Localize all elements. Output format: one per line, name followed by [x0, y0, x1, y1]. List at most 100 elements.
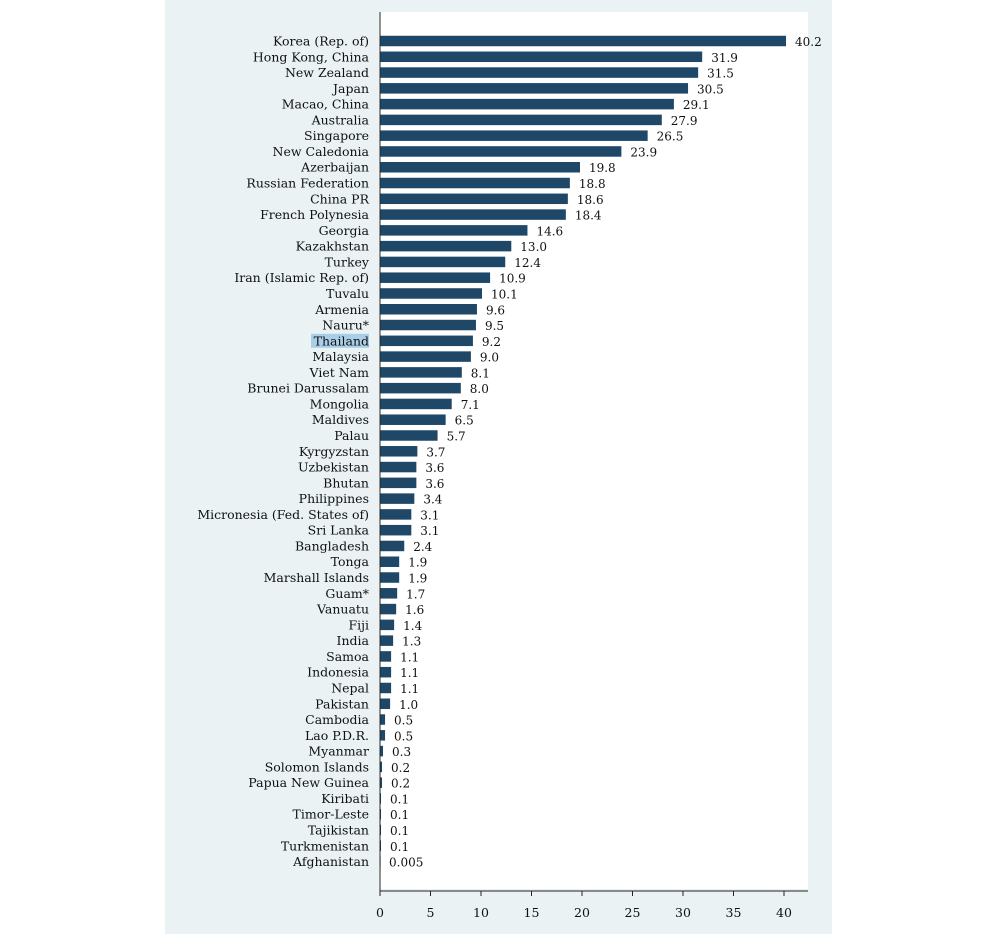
value-label-new-zealand: 31.5 — [707, 67, 734, 81]
bar-azerbaijan — [380, 161, 580, 173]
category-label-bangladesh: Bangladesh — [295, 538, 369, 553]
category-label-japan: Japan — [331, 81, 369, 96]
bar-russian-federation — [380, 177, 570, 189]
category-label-turkmenistan: Turkmenistan — [281, 838, 369, 853]
category-label-brunei-darussalam: Brunei Darussalam — [247, 381, 369, 396]
x-tick-label-15: 15 — [524, 905, 540, 920]
bar-guam — [380, 588, 398, 599]
category-label-armenia: Armenia — [314, 302, 369, 317]
category-label-maldives: Maldives — [312, 412, 369, 427]
value-label-russian-federation: 18.8 — [579, 177, 606, 191]
category-label-tuvalu: Tuvalu — [326, 286, 369, 301]
value-label-malaysia: 9.0 — [480, 351, 499, 365]
bar-solomon-islands — [380, 761, 383, 773]
value-label-hong-kong-china: 31.9 — [711, 51, 738, 65]
value-label-georgia: 14.6 — [536, 224, 563, 238]
value-label-kiribati: 0.1 — [390, 792, 409, 806]
category-label-hong-kong-china: Hong Kong, China — [253, 49, 370, 64]
bar-pakistan — [380, 698, 391, 710]
bar-australia — [380, 114, 662, 126]
value-label-nepal: 1.1 — [400, 682, 419, 696]
category-label-guam: Guam* — [325, 586, 369, 601]
category-label-new-caledonia: New Caledonia — [273, 144, 370, 159]
category-label-afghanistan: Afghanistan — [292, 854, 369, 869]
value-label-bangladesh: 2.4 — [413, 540, 432, 554]
x-tick-label-40: 40 — [776, 905, 792, 920]
value-label-turkey: 12.4 — [514, 256, 541, 270]
bar-bangladesh — [380, 540, 405, 552]
bar-georgia — [380, 225, 528, 236]
bar-turkmenistan — [380, 840, 382, 852]
value-label-marshall-islands: 1.9 — [408, 572, 427, 586]
bar-lao-p-d-r — [380, 730, 386, 741]
value-label-bhutan: 3.6 — [425, 477, 444, 491]
category-label-nepal: Nepal — [331, 680, 369, 695]
value-label-lao-p-d-r: 0.5 — [394, 729, 413, 743]
bar-hong-kong-china — [380, 51, 703, 63]
value-label-afghanistan: 0.005 — [389, 856, 423, 870]
bar-fiji — [380, 619, 395, 631]
value-label-australia: 27.9 — [671, 114, 698, 128]
category-label-timor-leste: Timor-Leste — [293, 807, 369, 822]
category-label-indonesia: Indonesia — [307, 665, 369, 680]
value-label-fiji: 1.4 — [403, 619, 422, 633]
category-label-nauru: Nauru* — [322, 318, 369, 333]
bar-french-polynesia — [380, 209, 566, 220]
category-label-australia: Australia — [311, 112, 370, 127]
category-label-fiji: Fiji — [348, 617, 369, 632]
bar-japan — [380, 83, 689, 94]
bar-brunei-darussalam — [380, 382, 461, 394]
bars-layer — [380, 35, 787, 867]
category-label-solomon-islands: Solomon Islands — [265, 759, 369, 774]
value-label-maldives: 6.5 — [455, 414, 474, 428]
value-label-macao-china: 29.1 — [683, 98, 710, 112]
category-label-kiribati: Kiribati — [321, 791, 369, 806]
category-label-new-zealand: New Zealand — [285, 65, 369, 80]
bar-malaysia — [380, 351, 471, 362]
value-label-timor-leste: 0.1 — [390, 808, 409, 822]
bar-indonesia — [380, 666, 392, 678]
category-label-india: India — [337, 633, 370, 648]
category-label-singapore: Singapore — [304, 128, 369, 143]
bar-thailand — [380, 335, 473, 347]
bar-philippines — [380, 493, 415, 504]
bar-uzbekistan — [380, 461, 417, 473]
bar-timor-leste — [380, 808, 382, 820]
x-tick-label-10: 10 — [473, 905, 489, 920]
x-tick-label-5: 5 — [427, 905, 435, 920]
value-label-indonesia: 1.1 — [400, 666, 419, 680]
x-tick-label-20: 20 — [574, 905, 590, 920]
axis-layer: 0 5 10 15 20 25 30 35 40 — [376, 12, 808, 920]
value-label-armenia: 9.6 — [486, 303, 505, 317]
category-label-tonga: Tonga — [331, 554, 370, 569]
value-label-micronesia-fed-states-of: 3.1 — [420, 508, 439, 522]
bar-new-zealand — [380, 67, 699, 78]
category-label-palau: Palau — [334, 428, 369, 443]
bar-armenia — [380, 304, 477, 315]
category-label-vanuatu: Vanuatu — [316, 602, 369, 617]
value-label-guam: 1.7 — [406, 587, 425, 601]
category-label-sri-lanka: Sri Lanka — [308, 523, 370, 538]
category-label-viet-nam: Viet Nam — [309, 365, 370, 380]
bar-new-caledonia — [380, 146, 622, 157]
value-label-korea-rep-of: 40.2 — [795, 35, 822, 49]
value-label-papua-new-guinea: 0.2 — [391, 777, 410, 791]
value-label-tuvalu: 10.1 — [491, 287, 518, 301]
value-label-new-caledonia: 23.9 — [630, 145, 657, 159]
category-label-cambodia: Cambodia — [305, 712, 369, 727]
value-label-vanuatu: 1.6 — [405, 603, 424, 617]
bar-vanuatu — [380, 603, 397, 615]
category-label-china-pr: China PR — [310, 191, 369, 206]
value-label-nauru: 9.5 — [485, 319, 504, 333]
bar-palau — [380, 430, 438, 441]
value-label-sri-lanka: 3.1 — [420, 524, 439, 538]
value-label-india: 1.3 — [402, 635, 421, 649]
bar-nepal — [380, 682, 392, 694]
category-label-marshall-islands: Marshall Islands — [264, 570, 369, 585]
bar-marshall-islands — [380, 572, 400, 583]
category-label-thailand: Thailand — [314, 333, 369, 348]
category-label-georgia: Georgia — [319, 223, 370, 238]
value-label-samoa: 1.1 — [400, 650, 419, 664]
value-label-kyrgyzstan: 3.7 — [426, 445, 445, 459]
